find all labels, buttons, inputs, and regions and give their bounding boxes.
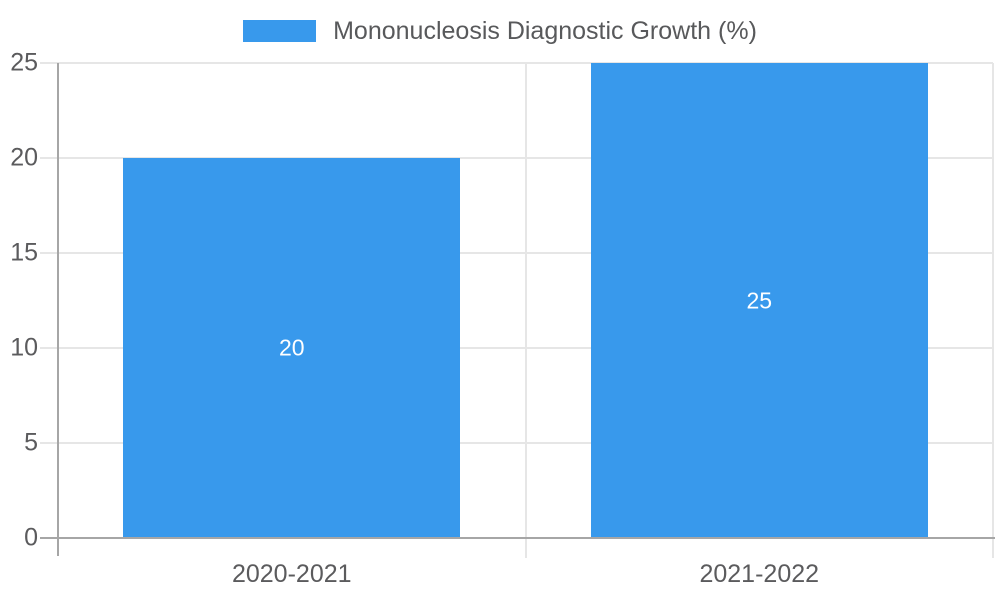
y-tick-label: 0: [24, 523, 38, 552]
y-tick: [40, 252, 58, 254]
x-category-label: 2020-2021: [231, 560, 352, 588]
bar-value-label: 20: [278, 334, 305, 361]
legend-label: Mononucleosis Diagnostic Growth (%): [333, 17, 757, 45]
x-axis-line: [40, 537, 995, 539]
y-tick: [40, 442, 58, 444]
y-tick: [40, 157, 58, 159]
y-tick: [40, 62, 58, 64]
y-tick-label: 25: [10, 48, 38, 77]
y-tick-label: 5: [24, 428, 38, 457]
legend: Mononucleosis Diagnostic Growth (%): [0, 16, 1000, 46]
legend-swatch-icon: [243, 20, 317, 42]
y-axis-line: [57, 63, 59, 556]
v-gridline: [992, 63, 994, 558]
v-gridline: [524, 63, 527, 558]
y-tick-label: 10: [10, 333, 38, 362]
y-tick-label: 15: [10, 238, 38, 267]
plot-area: 0 5 10 15 20 25 20 2020-2021 25 2021-2022: [10, 49, 994, 588]
y-tick-label: 20: [10, 143, 38, 172]
bar: 20: [123, 158, 461, 538]
bar: 25: [590, 63, 928, 538]
bar-value-label: 25: [746, 287, 773, 313]
y-tick: [40, 347, 58, 349]
x-category-label: 2021-2022: [699, 560, 820, 588]
